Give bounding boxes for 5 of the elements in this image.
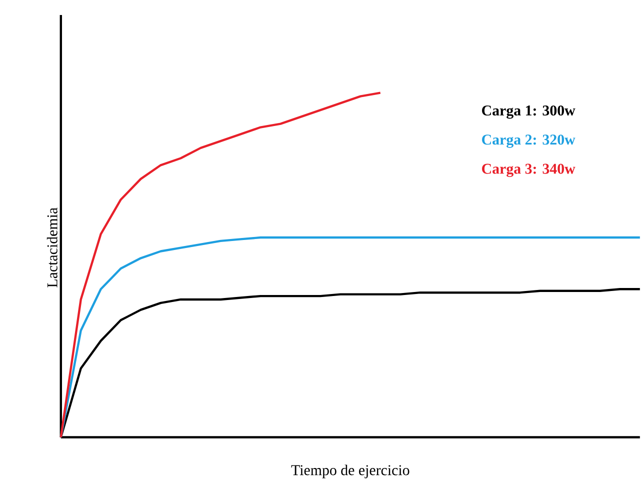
x-axis-title: Tiempo de ejercicio <box>291 464 410 478</box>
y-axis-title: Lactacidemia <box>46 208 58 288</box>
text: Carga 2: 320w <box>482 134 576 148</box>
text: Carga 3: 340w <box>482 164 576 177</box>
text: Carga 1: 300w <box>482 105 576 119</box>
